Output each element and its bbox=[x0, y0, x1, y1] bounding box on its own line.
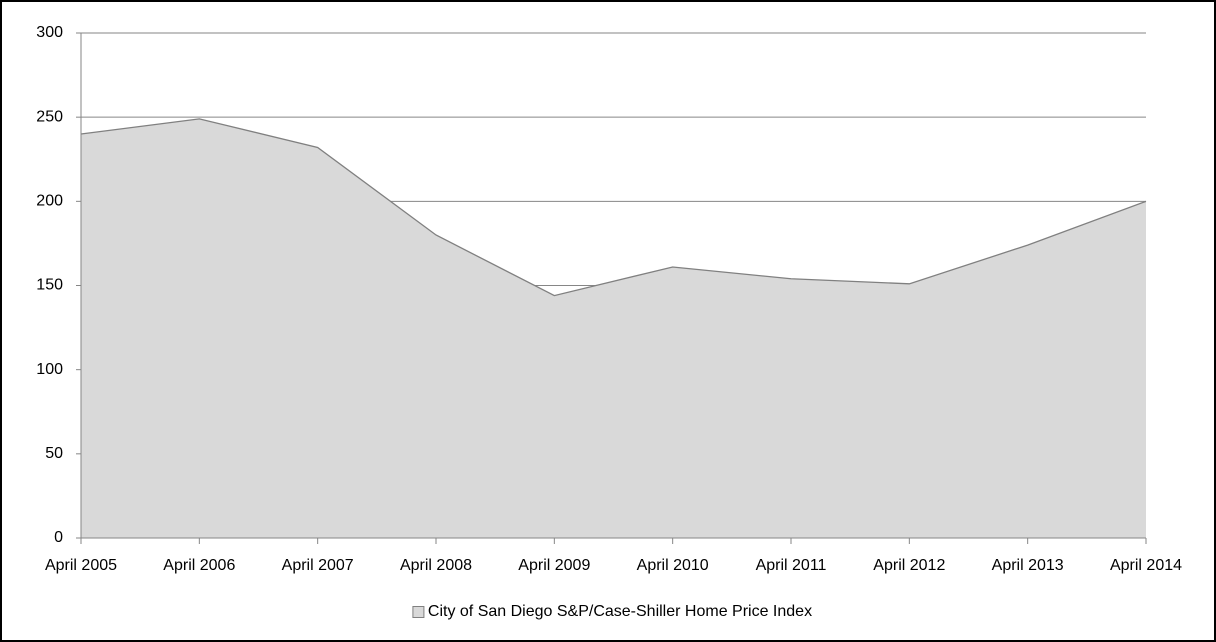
x-tick-label: April 2010 bbox=[637, 557, 709, 574]
y-tick-label: 150 bbox=[36, 277, 63, 294]
y-tick-label: 100 bbox=[36, 361, 63, 378]
area-outline bbox=[80, 118, 1147, 297]
legend-label: City of San Diego S&P/Case-Shiller Home … bbox=[428, 603, 812, 620]
x-tick-label: April 2008 bbox=[400, 557, 472, 574]
x-tick-label: April 2011 bbox=[756, 557, 827, 574]
y-tick-label: 300 bbox=[36, 24, 63, 41]
x-tick-label: April 2006 bbox=[163, 557, 235, 574]
x-tick-label: April 2009 bbox=[518, 557, 590, 574]
x-tick-label: April 2013 bbox=[992, 557, 1064, 574]
y-tick-label: 250 bbox=[36, 108, 63, 125]
y-tick-label: 50 bbox=[45, 445, 63, 462]
area bbox=[81, 118, 1146, 538]
y-tick-label: 0 bbox=[54, 529, 63, 546]
x-tick-label: April 2014 bbox=[1110, 557, 1182, 574]
x-tick-label: April 2007 bbox=[282, 557, 354, 574]
legend-swatch bbox=[412, 606, 425, 618]
x-tick-label: April 2005 bbox=[45, 557, 117, 574]
y-tick-label: 200 bbox=[36, 193, 63, 210]
x-tick-label: April 2012 bbox=[873, 557, 945, 574]
